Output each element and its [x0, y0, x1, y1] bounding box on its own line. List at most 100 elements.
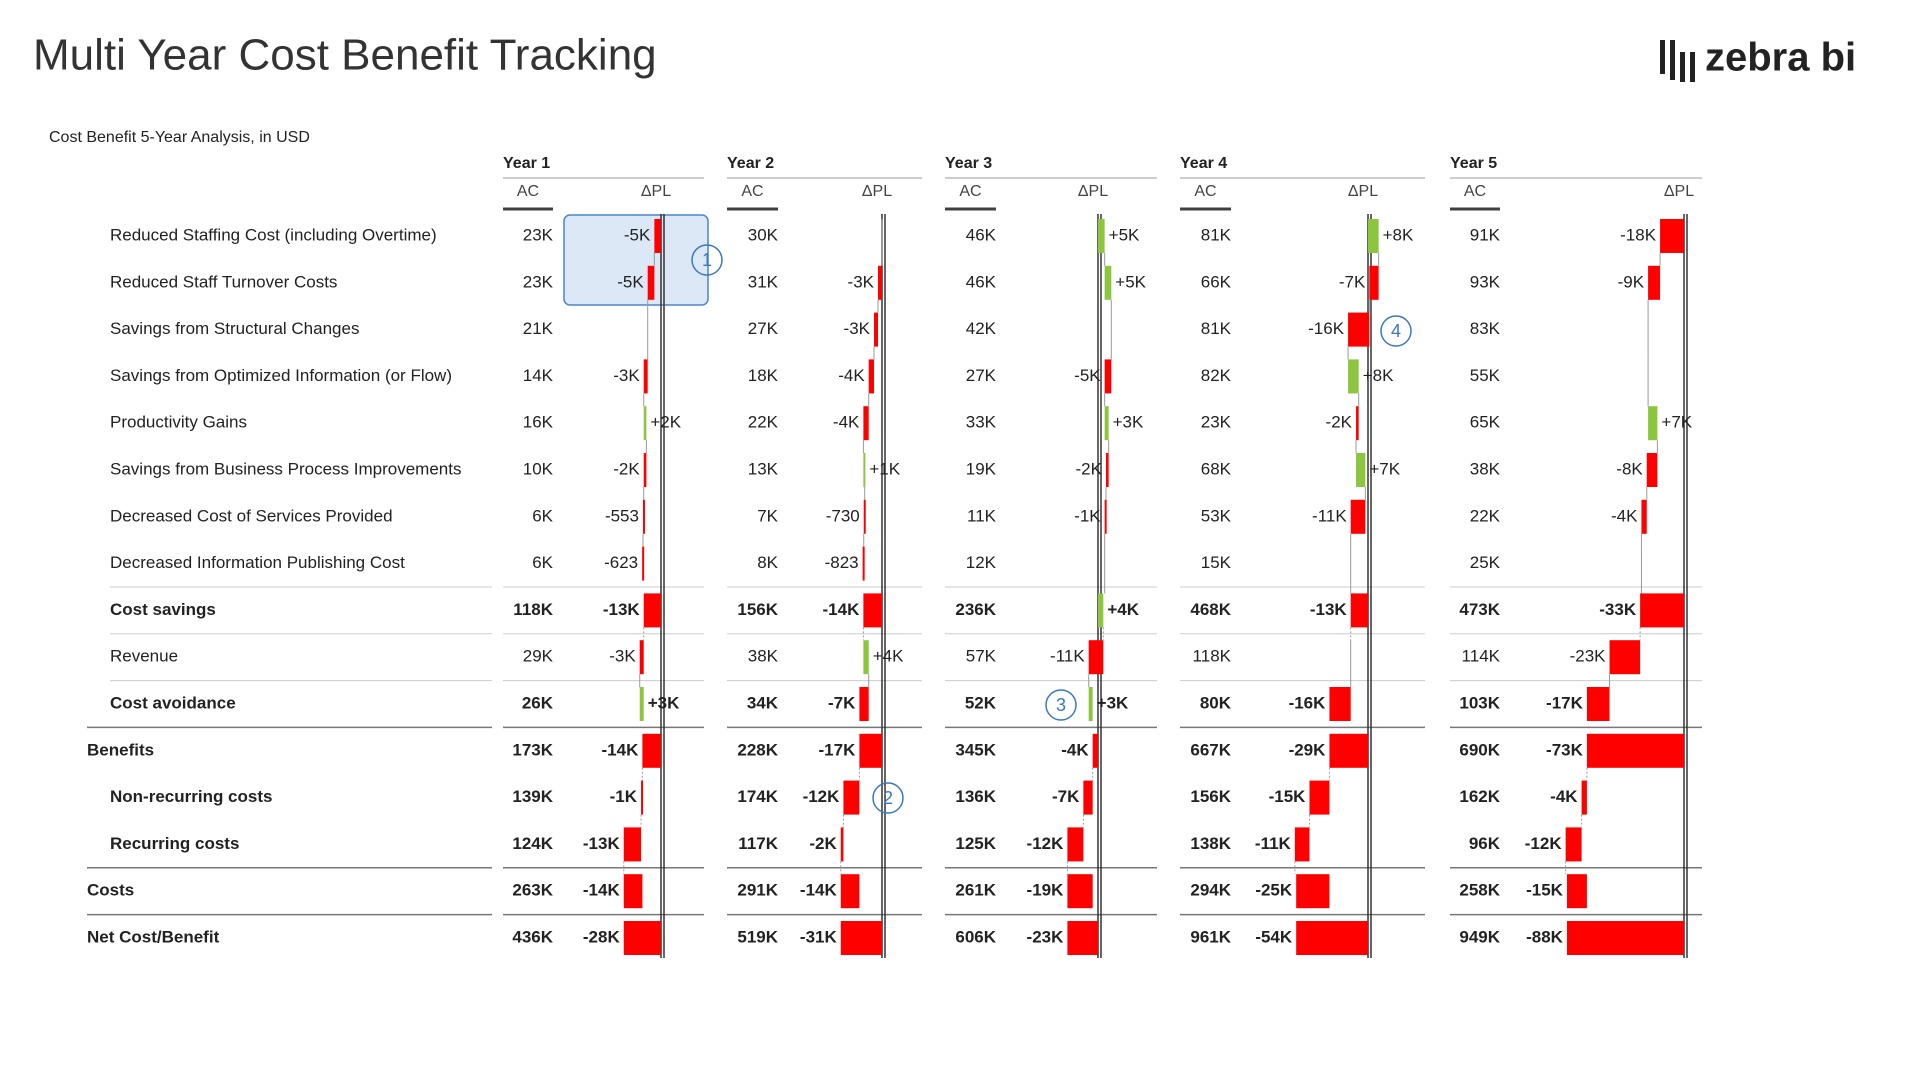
ac-value: 961K — [1190, 927, 1231, 946]
title: Multi Year Cost Benefit Tracking — [33, 31, 657, 80]
dpl-header: ΔPL — [641, 183, 671, 200]
dpl-bar — [1566, 921, 1684, 955]
ac-value: 55K — [1470, 366, 1501, 385]
row-label: Revenue — [110, 647, 178, 666]
year-header: Year 5 — [1450, 155, 1497, 172]
dpl-bar — [878, 265, 882, 300]
dpl-label: -73K — [1546, 740, 1584, 759]
ac-value: 173K — [512, 740, 553, 759]
ac-value: 118K — [513, 600, 553, 619]
dpl-label: -553 — [605, 506, 639, 525]
ac-value: 38K — [1470, 459, 1501, 478]
dpl-bar — [863, 453, 866, 487]
ac-header: AC — [1194, 183, 1216, 200]
dpl-label: -3K — [609, 647, 636, 666]
ac-header: AC — [1464, 183, 1486, 200]
dpl-label: -12K — [1525, 834, 1563, 853]
dpl-label: -5K — [624, 225, 651, 244]
annotation-circle — [872, 782, 904, 814]
ac-value: 30K — [748, 225, 779, 244]
dpl-label: +3K — [1113, 413, 1144, 432]
annotation-circle — [1045, 689, 1077, 721]
dpl-label: +8K — [1363, 366, 1394, 385]
ac-value: 294K — [1190, 881, 1231, 900]
ac-value: 38K — [748, 647, 779, 666]
dpl-label: -623 — [604, 553, 638, 572]
dpl-bar — [840, 874, 860, 909]
ac-header: AC — [959, 183, 981, 200]
dpl-header: ΔPL — [1664, 183, 1694, 200]
dpl-bar — [1088, 640, 1104, 675]
dpl-label: -4K — [1550, 787, 1578, 806]
dpl-bar — [1329, 733, 1368, 768]
row-label: Reduced Staffing Cost (including Overtim… — [110, 225, 437, 244]
ac-value: 27K — [748, 319, 779, 338]
dpl-bar — [1296, 921, 1368, 955]
dpl-label: -18K — [1620, 225, 1657, 244]
dpl-label: -2K — [1326, 413, 1353, 432]
ac-value: 29K — [523, 647, 554, 666]
ac-value: 124K — [512, 834, 553, 853]
row-label: Reduced Staff Turnover Costs — [110, 272, 337, 291]
dpl-label: -14K — [602, 740, 640, 759]
annotation-label: 3 — [1056, 695, 1066, 715]
ac-value: 949K — [1459, 927, 1500, 946]
dpl-bar — [862, 546, 865, 581]
ac-value: 103K — [1459, 693, 1500, 712]
dpl-bar — [1098, 593, 1104, 628]
dpl-label: +3K — [648, 693, 680, 712]
ac-value: 23K — [1201, 413, 1232, 432]
dpl-label: -13K — [603, 600, 641, 619]
ac-value: 52K — [965, 693, 997, 712]
ac-value: 83K — [1470, 319, 1501, 338]
ac-value: 66K — [1201, 272, 1232, 291]
dpl-label: -1K — [610, 787, 638, 806]
dpl-bar — [1104, 265, 1112, 300]
dpl-bar — [1067, 827, 1084, 862]
ac-value: 80K — [1200, 693, 1232, 712]
ac-value: 82K — [1201, 366, 1232, 385]
dpl-bar — [874, 312, 879, 347]
dpl-bar — [642, 733, 661, 768]
dpl-bar — [863, 499, 866, 534]
ac-value: 117K — [738, 834, 778, 853]
row-label: Savings from Business Process Improvemen… — [110, 459, 461, 478]
ac-value: 291K — [737, 881, 778, 900]
dpl-bar — [840, 827, 844, 862]
row-label: Cost savings — [110, 600, 216, 619]
dpl-label: -23K — [1570, 647, 1607, 666]
dpl-label: +4K — [1107, 600, 1139, 619]
dpl-bar — [1586, 687, 1610, 721]
ac-value: 162K — [1459, 787, 1500, 806]
dpl-label: -88K — [1526, 927, 1564, 946]
ac-value: 33K — [966, 413, 997, 432]
dpl-bar — [859, 687, 869, 721]
dpl-label: -19K — [1027, 881, 1065, 900]
dpl-bar — [1350, 499, 1366, 534]
ac-value: 57K — [966, 647, 997, 666]
dpl-label: -5K — [1074, 366, 1101, 385]
ac-value: 46K — [966, 272, 997, 291]
dpl-label: -14K — [583, 881, 621, 900]
dpl-label: -4K — [1611, 506, 1638, 525]
ac-value: 139K — [512, 787, 553, 806]
row-label: Costs — [87, 881, 134, 900]
dpl-label: -15K — [1269, 787, 1307, 806]
dpl-bar — [623, 827, 642, 862]
dpl-label: +5K — [1109, 225, 1140, 244]
ac-value: 606K — [955, 927, 996, 946]
row-label: Decreased Cost of Services Provided — [110, 506, 393, 525]
dpl-label: -7K — [1052, 787, 1080, 806]
dpl-bar — [641, 780, 644, 815]
dpl-bar — [1083, 780, 1093, 815]
row-label: Net Cost/Benefit — [87, 927, 220, 946]
dpl-bar — [1104, 359, 1112, 394]
ac-value: 22K — [748, 413, 779, 432]
dpl-bar — [643, 453, 647, 487]
ac-header: AC — [517, 183, 539, 200]
logo-text: zebra bi — [1705, 36, 1856, 80]
year-header: Year 4 — [1180, 155, 1227, 172]
dpl-bar — [863, 593, 882, 628]
dpl-bar — [1104, 499, 1107, 534]
